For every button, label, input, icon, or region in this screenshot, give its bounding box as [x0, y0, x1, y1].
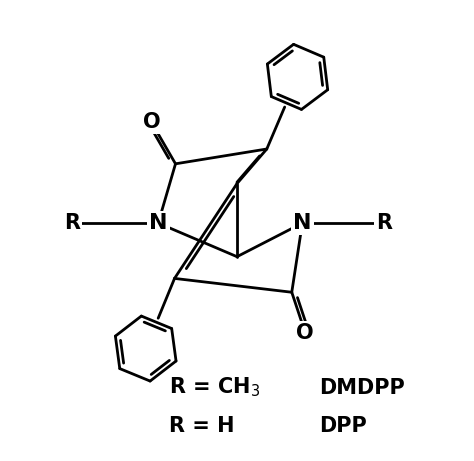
Text: R = H: R = H [169, 416, 234, 437]
Text: R: R [64, 213, 80, 233]
Text: DPP: DPP [319, 416, 367, 437]
Text: N: N [293, 213, 311, 233]
Text: O: O [296, 323, 314, 343]
Text: O: O [143, 112, 160, 132]
Text: R: R [376, 213, 392, 233]
Text: N: N [149, 213, 167, 233]
Text: R = CH$_3$: R = CH$_3$ [169, 376, 260, 399]
Text: DMDPP: DMDPP [319, 378, 405, 398]
